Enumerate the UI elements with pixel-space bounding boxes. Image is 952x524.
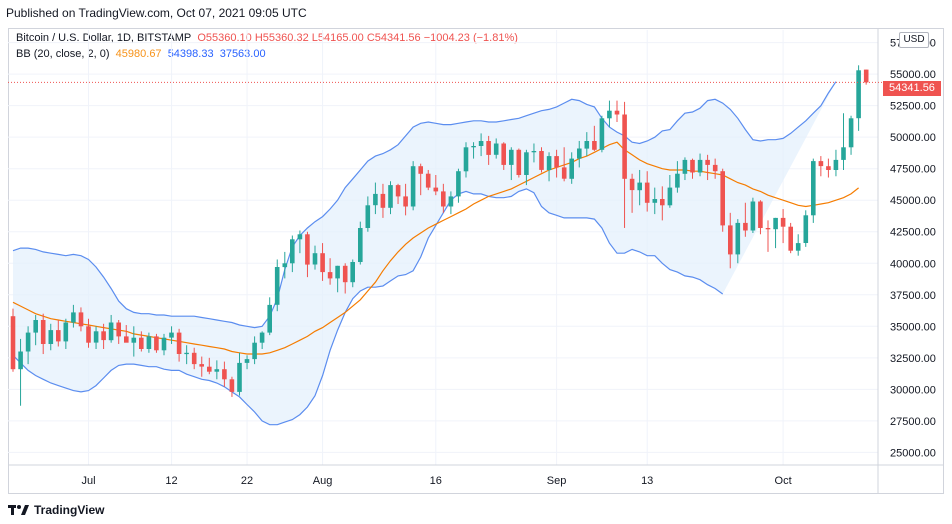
legend-high: H55360.32: [254, 32, 309, 44]
legend-bb-basis: 45980.67: [115, 48, 162, 60]
footer-brand[interactable]: TradingView: [8, 503, 104, 517]
legend-price-row: Bitcoin / U.S. Dollar, 1D, BITSTAMP O553…: [16, 32, 518, 44]
last-price-tag: 54341.56: [883, 81, 941, 96]
legend-low: L54165.00: [311, 32, 364, 44]
legend-bb-lower: 37563.00: [219, 48, 266, 60]
legend-close: C54341.56: [366, 32, 421, 44]
legend-open: O55360.10: [197, 32, 252, 44]
legend-bb-upper: 54398.33: [167, 48, 214, 60]
published-text: Published on TradingView.com, Oct 07, 20…: [6, 6, 307, 20]
tradingview-logo-icon: [8, 505, 29, 515]
legend-bb-label: BB (20, close, 2, 0): [16, 48, 110, 60]
legend-symbol: Bitcoin / U.S. Dollar, 1D, BITSTAMP: [16, 32, 192, 44]
chart-frame[interactable]: [8, 28, 944, 494]
currency-badge[interactable]: USD: [899, 32, 929, 48]
legend-change: −1004.23 (−1.81%): [423, 32, 518, 44]
footer-brand-label: TradingView: [34, 503, 105, 517]
legend-bb-row: BB (20, close, 2, 0) 45980.67 54398.33 3…: [16, 48, 266, 60]
